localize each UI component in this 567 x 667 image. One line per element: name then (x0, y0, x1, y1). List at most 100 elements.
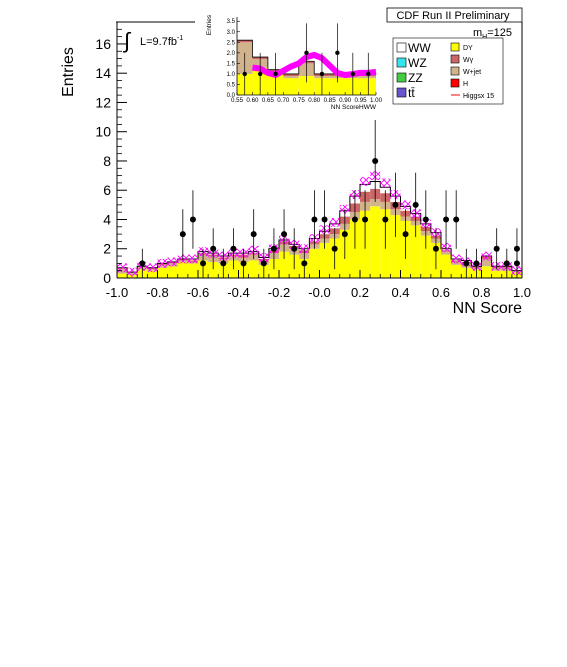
x-tick-label: 1.0 (513, 285, 531, 300)
inset-x-axis-label: NN ScoreHWW (331, 104, 377, 111)
data-point-11 (281, 209, 288, 259)
signal-band-bin-3 (147, 263, 158, 273)
data-point-marker (463, 260, 470, 267)
data-point-marker (382, 216, 389, 223)
lumi-exponent: -1 (177, 35, 183, 42)
legend-label: WZ (408, 56, 427, 70)
y-tick-label: 4 (103, 211, 111, 227)
inset-bar (283, 78, 299, 95)
bar-dy-27 (390, 215, 401, 278)
data-point-17 (341, 209, 348, 259)
legend-swatch-3 (396, 87, 407, 98)
data-point-marker (453, 216, 460, 223)
inset-y-tick-label: 2.5 (227, 40, 236, 46)
inset-bar (298, 76, 315, 95)
inset-data-point-2 (273, 52, 278, 95)
data-point-0 (139, 248, 146, 278)
bar-dy-5 (167, 266, 178, 278)
bar-dy-32 (441, 254, 452, 278)
y-tick-label: 0 (103, 270, 111, 286)
data-point-23 (402, 209, 409, 259)
signal-band-bin-4 (157, 258, 168, 268)
data-point-marker (432, 245, 439, 252)
x-tick-label: -0.0 (308, 285, 330, 300)
inset-plot: 0.55 0.60 0.65 0.70 0.75 0.80 0.85 0.90 0.95 1.00… (206, 10, 386, 111)
data-point-32 (503, 248, 510, 278)
inset-marker (273, 71, 278, 77)
inset-marker (366, 71, 371, 77)
bar-dy-7 (187, 263, 198, 278)
inset-x-tick-label: 0.60 (246, 97, 259, 104)
inset-x-tick-label: 0.90 (339, 97, 352, 104)
luminosity-label: ∫ L=9.7fb-1 (116, 21, 195, 53)
inset-x-tick-label: 0.70 (277, 97, 290, 104)
data-point-marker (270, 245, 277, 252)
inset-x-tick-label: 0.85 (324, 97, 337, 104)
legend-label: H (463, 81, 468, 88)
inset-bar (329, 78, 346, 95)
data-point-34 (513, 248, 520, 278)
bar-wjet-25 (370, 199, 381, 207)
data-point-20 (372, 120, 379, 202)
y-tick-label: 12 (95, 94, 111, 110)
data-point-13 (301, 248, 308, 278)
bar-dy-3 (147, 270, 158, 278)
header-title: CDF Run II Preliminary (396, 10, 510, 22)
header-box: CDF Run II Preliminary (386, 7, 523, 23)
data-point-31 (493, 228, 500, 270)
y-tick-label: 6 (103, 182, 111, 198)
legend-swatch-r1 (450, 54, 460, 64)
data-point-marker (443, 216, 450, 223)
y-tick-label: 2 (103, 241, 111, 257)
signal-band-bin-26 (380, 178, 391, 188)
inset-marker (350, 71, 356, 77)
data-point-marker (351, 216, 358, 223)
data-point-22 (392, 172, 399, 238)
data-point-marker (210, 245, 217, 252)
data-point-marker (412, 201, 419, 208)
bar-wjet-36 (481, 258, 492, 267)
data-point-marker (321, 216, 328, 223)
data-point-marker (473, 260, 480, 267)
x-tick-label: 0.2 (351, 285, 369, 300)
data-point-marker (341, 231, 348, 238)
legend-swatch-1 (396, 57, 407, 68)
data-point-2 (189, 190, 196, 249)
bar-dy-16 (279, 251, 290, 278)
data-point-marker (311, 216, 318, 223)
data-point-30 (473, 248, 480, 278)
main-axes: -1.0 -0.8 -0.6 -0.4 -0.2 -0.0 0.2 0.4 0.6 0.8 1.00… (95, 21, 531, 300)
data-point-marker (139, 260, 146, 267)
data-point-26 (432, 228, 439, 270)
data-point-marker (392, 201, 399, 208)
inset-bar (283, 76, 299, 79)
data-point-25 (422, 190, 429, 249)
y-axis-label: Entries (60, 47, 77, 97)
data-point-9 (260, 248, 267, 278)
x-tick-label: 0.6 (432, 285, 450, 300)
x-axis-label: NN Score (453, 300, 522, 317)
x-tick-label: -1.0 (106, 285, 128, 300)
signal-band-bin-7 (187, 254, 198, 264)
x-tick-label: 0.8 (472, 285, 490, 300)
bar-dy-13 (248, 260, 259, 278)
bar-dy-33 (451, 264, 462, 278)
signal-band-bin-28 (400, 200, 411, 210)
mass-label: mH=125 (473, 27, 512, 41)
y-tick-label: 8 (103, 153, 111, 169)
data-point-7 (240, 248, 247, 278)
data-point-10 (270, 228, 277, 270)
bar-dy-20 (319, 242, 330, 278)
legend-label: W+jet (463, 69, 481, 76)
data-point-marker (291, 245, 298, 252)
bar-dy-6 (177, 261, 188, 278)
data-point-8 (250, 209, 257, 259)
lumi-text: L=9.7fb (140, 36, 177, 48)
inset-data-point-5 (335, 23, 340, 83)
data-point-marker (189, 216, 196, 223)
bar-dy-30 (420, 235, 431, 278)
data-point-14 (311, 190, 318, 249)
data-point-5 (220, 248, 227, 278)
data-point-18 (351, 190, 358, 249)
